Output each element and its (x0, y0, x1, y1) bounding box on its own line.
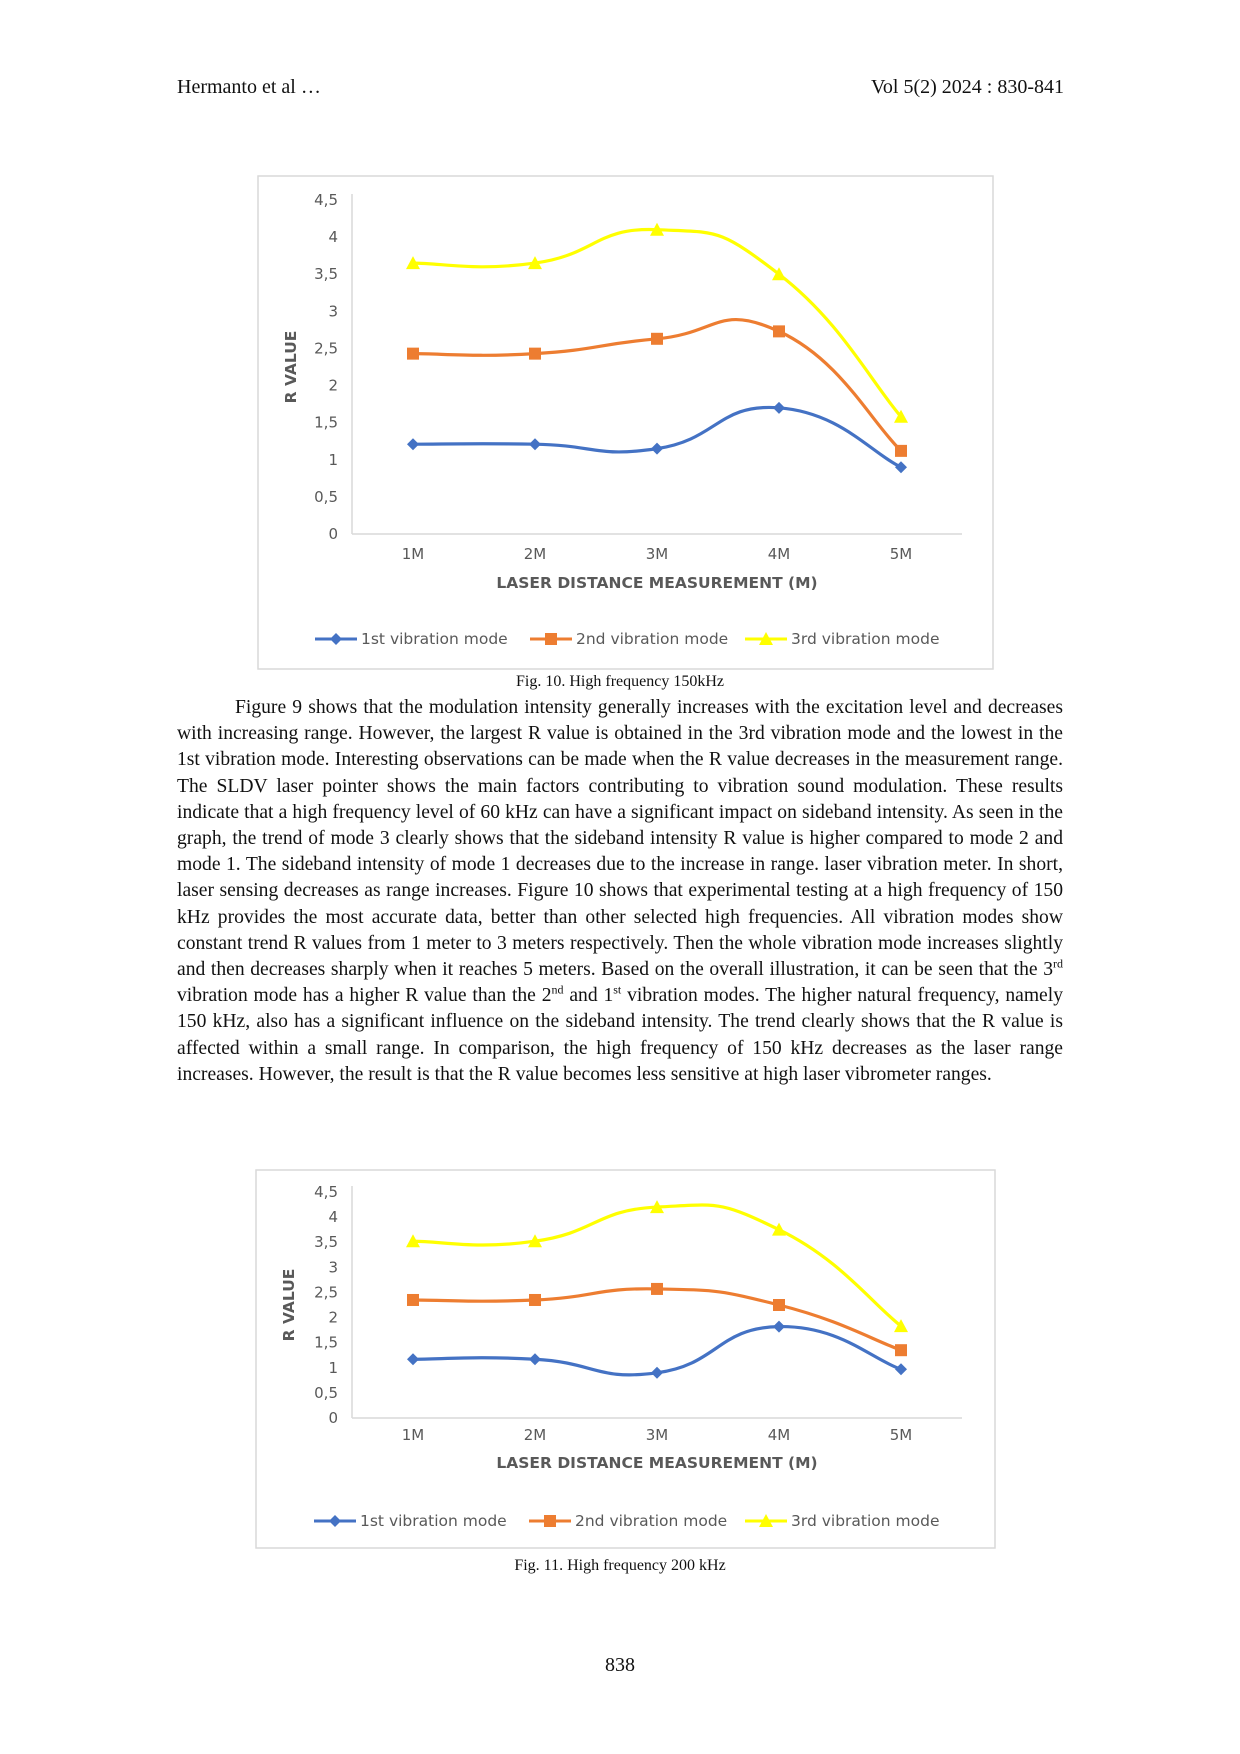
data-point-triangle (406, 1234, 420, 1248)
data-point-diamond (895, 1363, 907, 1376)
page-number: 838 (605, 1654, 635, 1676)
data-point-square (651, 1282, 663, 1295)
data-point-square (407, 347, 419, 360)
y-tick-label: 0,5 (314, 1384, 338, 1402)
paragraph-part-2: vibration mode has a higher R value than… (177, 985, 552, 1007)
x-tick-label: 5M (890, 1426, 913, 1444)
x-tick-label: 2M (524, 1426, 547, 1444)
figure-11: 0 0,5 1 1,5 2 2,5 3 3,5 4 4,5 1M 2M 3M 4M 5M LASER DIST… (255, 1169, 996, 1549)
data-point-triangle (650, 1200, 664, 1214)
body-paragraph: Figure 9 shows that the modulation inten… (177, 695, 1063, 1088)
data-point-diamond (651, 1366, 663, 1379)
chart-group: 0 0,5 1 1,5 2 2,5 3 3,5 4 4,5 1M 2M 3M 4M 5M LASER DIST… (255, 1169, 996, 1549)
paragraph-part-3: and 1 (563, 985, 614, 1007)
data-point-square (773, 1299, 785, 1311)
data-point-diamond (773, 401, 785, 414)
legend-label: 1st vibration mode (360, 1512, 507, 1530)
legend-label: 3rd vibration mode (791, 630, 940, 648)
data-point-square (407, 1293, 419, 1306)
legend-marker-diamond (330, 633, 342, 645)
data-point-triangle (406, 256, 420, 270)
series-line-2 (412, 317, 903, 453)
y-tick-label: 1,5 (314, 1334, 338, 1352)
y-tick-label: 2,5 (314, 1283, 338, 1301)
y-tick-label: 3,5 (314, 1233, 338, 1251)
data-point-triangle (772, 1222, 786, 1236)
y-tick-label: 0 (328, 525, 338, 543)
data-point-triangle (772, 267, 786, 281)
line-chart-150khz: 0 0,5 1 1,5 2 2,5 3 3,5 4 4,5 1M 2M 3M 4M 5M LASER DIST… (257, 175, 994, 670)
y-tick-label: 4 (328, 1208, 338, 1226)
x-tick-label: 3M (646, 545, 669, 563)
y-tick-label: 4,5 (314, 1183, 338, 1201)
x-tick-label: 1M (402, 545, 425, 563)
y-tick-label: 1,5 (314, 414, 338, 432)
legend-label: 1st vibration mode (361, 630, 508, 648)
y-tick-label: 3,5 (314, 265, 338, 283)
running-header-authors: Hermanto et al … (177, 76, 321, 98)
data-point-triangle (528, 1234, 542, 1248)
running-header-volume: Vol 5(2) 2024 : 830-841 (871, 76, 1064, 98)
data-point-square (529, 347, 541, 360)
data-point-diamond (407, 1353, 419, 1366)
chart-group: 0 0,5 1 1,5 2 2,5 3 3,5 4 4,5 1M 2M 3M 4M 5M LASER DIST… (257, 175, 994, 670)
y-tick-label: 3 (328, 1258, 338, 1276)
y-tick-label: 3 (328, 302, 338, 320)
y-tick-label: 0 (328, 1409, 338, 1427)
data-point-diamond (529, 1353, 541, 1366)
superscript-rd: rd (1053, 956, 1063, 971)
data-point-diamond (895, 461, 907, 474)
figure-10-caption: Fig. 10. High frequency 150kHz (516, 673, 724, 690)
data-point-diamond (407, 438, 419, 451)
y-tick-label: 1 (328, 1359, 338, 1377)
data-point-triangle (650, 222, 664, 236)
data-point-square (651, 332, 663, 345)
y-tick-label: 1 (328, 451, 338, 469)
superscript-nd: nd (551, 982, 564, 997)
legend-marker-diamond (329, 1515, 341, 1527)
y-tick-label: 4 (328, 228, 338, 246)
x-tick-label: 2M (524, 545, 547, 563)
x-axis-title: LASER DISTANCE MEASUREMENT (M) (496, 1454, 817, 1472)
x-axis-title: LASER DISTANCE MEASUREMENT (M) (496, 574, 817, 592)
line-chart-200khz: 0 0,5 1 1,5 2 2,5 3 3,5 4 4,5 1M 2M 3M 4M 5M LASER DIST… (255, 1169, 996, 1549)
y-tick-label: 2 (328, 377, 338, 395)
figure-10: 0 0,5 1 1,5 2 2,5 3 3,5 4 4,5 1M 2M 3M 4M 5M LASER DIST… (0, 0, 1240, 680)
legend-label: 2nd vibration mode (575, 1512, 727, 1530)
x-tick-label: 1M (402, 1426, 425, 1444)
data-point-square (895, 1344, 907, 1357)
figure-11-caption: Fig. 11. High frequency 200 kHz (514, 1557, 726, 1574)
x-tick-label: 3M (646, 1426, 669, 1444)
data-point-triangle (528, 256, 542, 270)
legend-marker-square (544, 1515, 556, 1527)
y-tick-label: 2,5 (314, 339, 338, 357)
legend-marker-triangle (759, 1514, 773, 1527)
y-tick-label: 2 (328, 1309, 338, 1327)
data-point-square (895, 444, 907, 457)
data-point-diamond (529, 438, 541, 451)
data-point-square (529, 1293, 541, 1306)
y-tick-label: 4,5 (314, 191, 338, 209)
y-tick-label: 0,5 (314, 488, 338, 506)
data-point-diamond (651, 442, 663, 455)
legend-marker-triangle (759, 632, 773, 645)
x-tick-label: 4M (768, 1426, 791, 1444)
x-tick-label: 5M (890, 545, 913, 563)
data-point-triangle (894, 1319, 908, 1333)
data-point-diamond (773, 1320, 785, 1333)
legend-label: 3rd vibration mode (791, 1512, 940, 1530)
chart-frame (255, 1169, 996, 1549)
x-tick-label: 4M (768, 545, 791, 563)
chart-frame (257, 175, 994, 670)
paragraph-part-4: vibration modes. The higher natural freq… (177, 985, 1063, 1085)
data-point-triangle (894, 409, 908, 423)
y-axis-title: R VALUE (282, 331, 300, 404)
superscript-st: st (613, 982, 622, 997)
paragraph-part-1: Figure 9 shows that the modulation inten… (177, 697, 1063, 981)
legend-label: 2nd vibration mode (576, 630, 728, 648)
data-point-square (773, 325, 785, 338)
legend-marker-square (545, 633, 557, 645)
y-axis-title: R VALUE (280, 1269, 298, 1342)
